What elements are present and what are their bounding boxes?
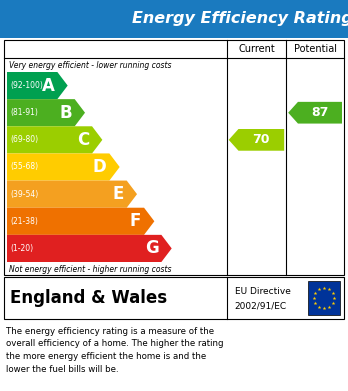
Text: (39-54): (39-54) (10, 190, 38, 199)
Text: F: F (130, 212, 141, 230)
Polygon shape (7, 153, 120, 181)
Text: (92-100): (92-100) (10, 81, 43, 90)
Text: (81-91): (81-91) (10, 108, 38, 117)
Text: England & Wales: England & Wales (10, 289, 167, 307)
Text: B: B (59, 104, 72, 122)
Text: (21-38): (21-38) (10, 217, 38, 226)
Text: EU Directive: EU Directive (235, 287, 291, 296)
Text: Energy Efficiency Rating: Energy Efficiency Rating (132, 11, 348, 27)
Text: Very energy efficient - lower running costs: Very energy efficient - lower running co… (9, 61, 172, 70)
Text: 70: 70 (253, 133, 270, 146)
Bar (308, 281, 340, 315)
Polygon shape (7, 72, 68, 99)
Text: Current: Current (238, 44, 275, 54)
Text: Not energy efficient - higher running costs: Not energy efficient - higher running co… (9, 264, 172, 273)
Text: (1-20): (1-20) (10, 244, 33, 253)
Bar (4, 40, 344, 275)
Polygon shape (7, 208, 155, 235)
Text: G: G (145, 239, 158, 257)
Bar (0, 0, 348, 38)
Polygon shape (229, 129, 284, 151)
Polygon shape (288, 102, 342, 124)
Polygon shape (7, 126, 102, 153)
Text: 2002/91/EC: 2002/91/EC (235, 301, 287, 310)
Text: The energy efficiency rating is a measure of the
overall efficiency of a home. T: The energy efficiency rating is a measur… (6, 327, 223, 373)
Text: 87: 87 (311, 106, 329, 119)
Polygon shape (7, 235, 172, 262)
Bar (4, 277, 344, 319)
Text: E: E (112, 185, 124, 203)
Text: A: A (41, 77, 54, 95)
Text: Potential: Potential (294, 44, 337, 54)
Polygon shape (7, 181, 137, 208)
Text: C: C (77, 131, 89, 149)
Text: (69-80): (69-80) (10, 135, 38, 144)
Text: (55-68): (55-68) (10, 163, 38, 172)
Text: D: D (93, 158, 106, 176)
Polygon shape (7, 99, 85, 126)
